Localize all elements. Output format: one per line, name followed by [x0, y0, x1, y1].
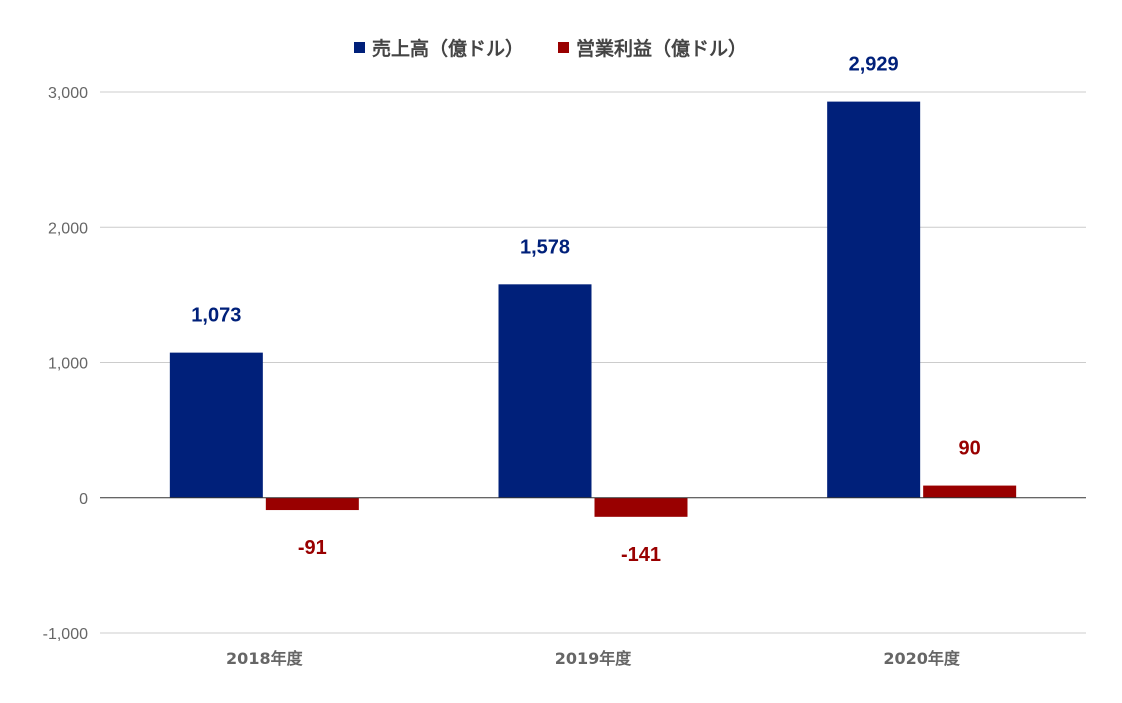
bar-sales-2: [827, 101, 921, 498]
data-label: -91: [298, 537, 327, 559]
x-tick-label: 2020年度: [883, 649, 961, 668]
bar-sales-0: [169, 352, 263, 498]
y-tick-label: 2,000: [48, 220, 88, 237]
y-tick-label: 1,000: [48, 356, 88, 373]
bar-sales-1: [498, 284, 592, 498]
y-axis-ticks: 3,000 2,000 1,000 0 -1,000: [43, 85, 88, 643]
bars: [169, 101, 1017, 517]
gridlines: [100, 91, 1086, 634]
legend-label: 売上高（億ドル）: [372, 37, 524, 60]
bar-operating-profit-1: [594, 497, 688, 517]
legend-label: 営業利益（億ドル）: [576, 37, 747, 60]
data-labels: 1,073 -91 1,578 -141 2,929 90: [191, 54, 980, 566]
y-tick-label: -1,000: [43, 626, 88, 643]
y-tick-label: 3,000: [48, 85, 88, 102]
bar-operating-profit-2: [923, 485, 1017, 498]
data-label: 1,578: [520, 236, 570, 258]
bar-operating-profit-0: [265, 497, 359, 511]
data-label: 90: [959, 438, 981, 460]
x-tick-label: 2018年度: [226, 649, 304, 668]
legend-swatch: [558, 42, 569, 53]
y-tick-label: 0: [79, 491, 88, 508]
legend: 売上高（億ドル） 営業利益（億ドル）: [354, 37, 747, 60]
legend-swatch: [354, 42, 365, 53]
x-axis-ticks: 2018年度 2019年度 2020年度: [226, 649, 961, 668]
data-label: 1,073: [191, 305, 241, 327]
data-label: 2,929: [849, 54, 899, 76]
data-label: -141: [621, 544, 661, 566]
x-tick-label: 2019年度: [555, 649, 633, 668]
